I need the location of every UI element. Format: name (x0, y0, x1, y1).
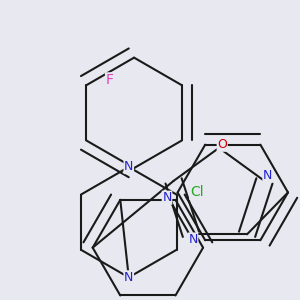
Text: N: N (162, 191, 172, 204)
Text: O: O (217, 138, 227, 151)
Text: F: F (106, 73, 114, 87)
Text: N: N (124, 160, 134, 173)
Text: Cl: Cl (190, 185, 203, 200)
Text: N: N (188, 233, 198, 246)
Text: N: N (124, 271, 134, 284)
Text: N: N (263, 169, 272, 182)
